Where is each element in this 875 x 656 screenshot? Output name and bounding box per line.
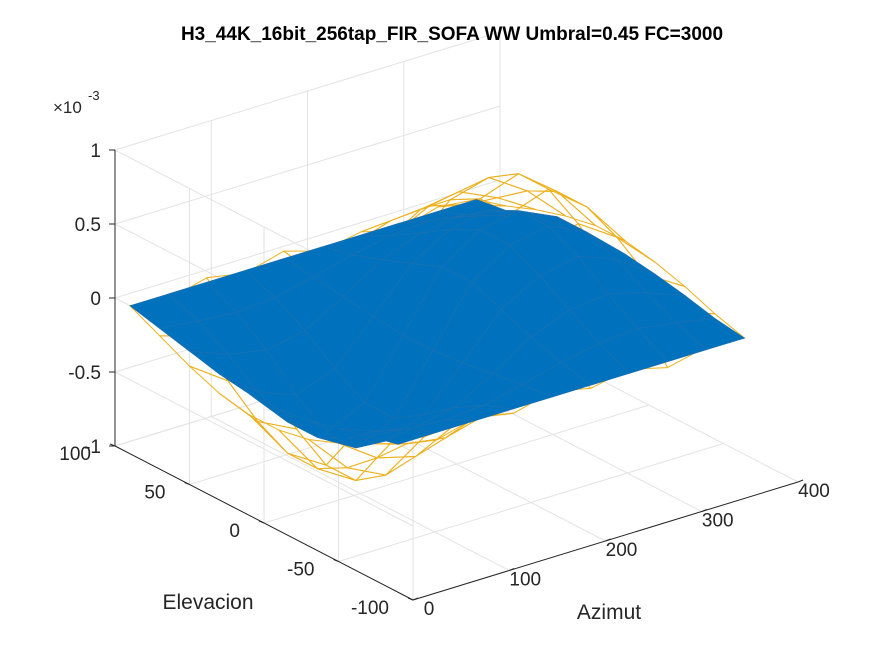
surface-patch (675, 317, 746, 351)
backwall-grid-z (114, 179, 501, 299)
y-tick-mark (258, 520, 265, 524)
x-tick-mark (509, 568, 515, 571)
floor-grid-y (263, 404, 650, 524)
z-exponent-power: -3 (88, 88, 100, 103)
y-tick-label: -50 (287, 560, 314, 581)
x-tick-label: 0 (424, 599, 435, 620)
backwall-grid-z (114, 31, 501, 151)
x-tick-mark (605, 538, 611, 542)
y-tick-label: 50 (144, 483, 165, 504)
x-tick-label: 100 (509, 570, 541, 591)
z-tick-label: 1 (90, 141, 101, 162)
z-tick-label: 0.5 (75, 215, 101, 236)
z-tick-label: -1 (84, 437, 101, 458)
x-tick-label: 400 (798, 481, 830, 502)
y-axis-label: Elevacion (162, 591, 253, 614)
z-exponent-label: ×10 -3 (53, 88, 100, 117)
z-tick-label: 0 (90, 289, 101, 310)
x-tick-mark (797, 479, 804, 483)
x-tick-label: 300 (702, 511, 734, 532)
z-tick-label: -0.5 (68, 363, 101, 384)
chart-title: H3_44K_16bit_256tap_FIR_SOFA WW Umbral=0… (181, 24, 723, 45)
x-axis-label: Azimut (577, 601, 641, 624)
x-tick-label: 200 (606, 540, 638, 561)
backwall-grid-z (114, 105, 501, 225)
y-tick-mark (407, 597, 414, 601)
sidewall-grid-z (114, 371, 414, 527)
x-tick-mark (701, 509, 707, 512)
surface-layer (129, 199, 746, 449)
z-exponent-prefix: ×10 (53, 98, 82, 117)
x-tick-mark (412, 597, 419, 601)
y-tick-label: -100 (351, 598, 389, 619)
y-tick-mark (184, 482, 190, 485)
floor-grid-y (338, 443, 724, 562)
y-tick-label: 100 (59, 444, 91, 465)
y-tick-mark (333, 559, 339, 562)
y-tick-label: 0 (229, 521, 240, 542)
